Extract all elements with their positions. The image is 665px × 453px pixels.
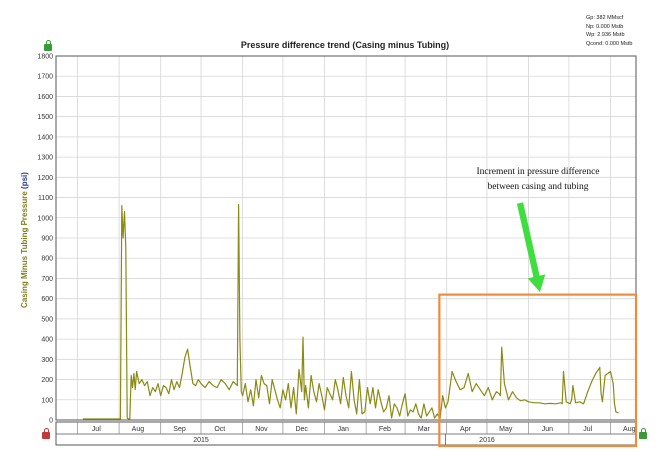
cumulative-stats-panel: Gp: 382 MMscf Np: 0.000 Mstb Wp: 2.936 M… [586, 14, 632, 48]
x-axis-bands: Jul Aug Sep Oct Nov Dec Jan Feb Mar Apr May Jun Jul A… [55, 421, 637, 446]
green-lock-icon[interactable] [44, 40, 52, 51]
y-tick-label: 1100 [38, 195, 53, 202]
y-tick-label: 1600 [37, 94, 53, 101]
month-tick-label: May [499, 426, 513, 433]
green-arrow-annotation [516, 202, 546, 292]
year-tick-label: 2016 [479, 437, 495, 444]
month-tick-label: Sep [173, 426, 186, 433]
y-tick-label: 400 [41, 337, 53, 344]
series-line-pressure-difference [82, 204, 619, 420]
month-tick-label: Jan [338, 426, 349, 433]
arrow-shape [516, 202, 546, 292]
month-tick-label: Feb [379, 426, 391, 433]
month-tick-label: Mar [418, 426, 431, 433]
month-tick-label: Apr [460, 426, 472, 433]
y-tick-label: 100 [41, 397, 53, 404]
chart-title: Pressure difference trend (Casing minus … [240, 40, 450, 50]
y-tick-label: 1400 [37, 134, 53, 141]
y-axis-ticks: 0 100 200 300 400 500 600 700 800 900 1000 1100 1200… [37, 54, 53, 425]
grid-layer [56, 55, 636, 421]
month-tick-label: Oct [214, 426, 225, 433]
y-tick-label: 600 [41, 296, 53, 303]
stat-qcond: Qcond: 0.000 Mstb [586, 40, 633, 47]
y-tick-label: 1800 [37, 54, 53, 61]
annotation-text: Increment in pressure difference between… [452, 165, 624, 195]
month-tick-label: Nov [255, 426, 268, 433]
month-tick-label: Jun [542, 426, 553, 433]
y-axis-unit: (psi) [20, 172, 29, 189]
y-tick-label: 0 [49, 418, 53, 425]
y-tick-label: 200 [41, 377, 53, 384]
y-tick-label: 1200 [37, 175, 53, 182]
red-lock-icon[interactable] [42, 428, 50, 439]
month-tick-label: Aug [623, 426, 636, 433]
y-tick-label: 300 [41, 357, 53, 364]
y-tick-label: 900 [41, 236, 53, 243]
y-tick-label: 1500 [37, 114, 53, 121]
stat-wp: Wp: 2.936 Mstb [586, 32, 625, 39]
y-tick-label: 1000 [37, 215, 53, 222]
month-tick-label: Jul [583, 426, 592, 433]
year-tick-label: 2015 [193, 437, 209, 444]
y-tick-label: 1300 [37, 155, 53, 162]
month-tick-label: Jul [92, 426, 101, 433]
month-tick-label: Aug [132, 426, 145, 433]
y-tick-label: 500 [41, 316, 53, 323]
y-axis-label: Casing Minus Tubing Pressure (psi) [20, 172, 29, 308]
annotation-line-2: between casing and tubing [487, 182, 589, 192]
y-tick-label: 800 [41, 256, 53, 263]
green-lock-icon[interactable] [639, 428, 647, 439]
y-axis-label-text: Casing Minus Tubing Pressure [20, 191, 29, 308]
stat-gp: Gp: 382 MMscf [586, 15, 624, 21]
y-tick-label: 1700 [37, 74, 53, 81]
annotation-line-1: Increment in pressure difference [476, 167, 600, 177]
plot-frame [55, 55, 637, 421]
highlight-box-increment [438, 293, 638, 448]
stat-np: Np: 0.000 Mstb [586, 23, 624, 30]
y-tick-label: 700 [41, 276, 53, 283]
month-tick-label: Dec [295, 426, 308, 433]
